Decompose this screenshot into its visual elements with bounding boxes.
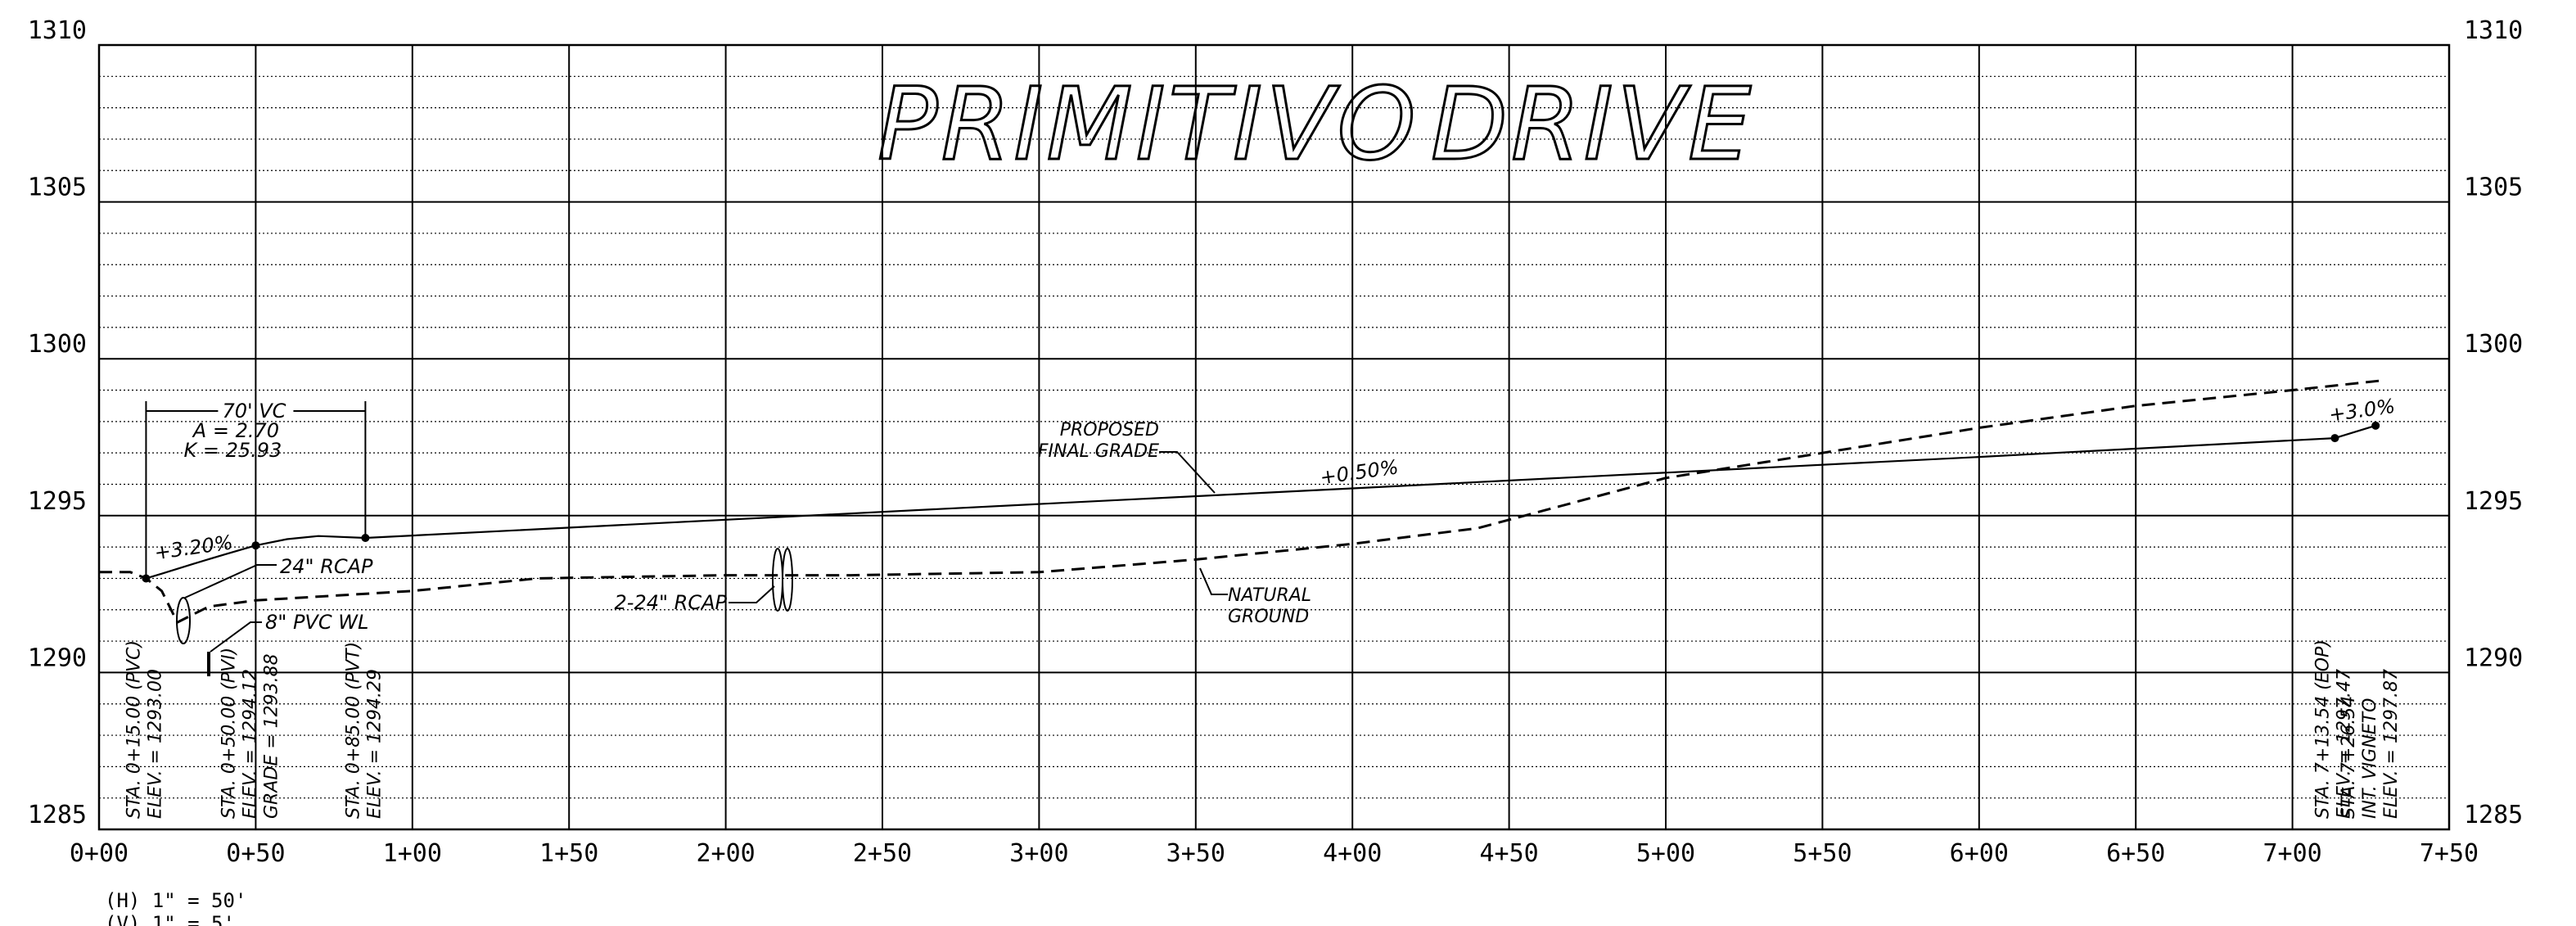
grade-label: +3.0% (2327, 395, 2396, 427)
x-tick-label: 0+00 (70, 839, 129, 868)
natural-ground-label: NATURAL (1228, 585, 1311, 606)
x-tick-label: 2+50 (853, 839, 912, 868)
y-tick-label: 1285 (28, 801, 87, 829)
proposed-grade-line (146, 424, 2376, 580)
natural-ground-line (99, 379, 2380, 624)
natural-ground-label: GROUND (1228, 607, 1309, 627)
station-note-line: STA. 0+50.00 (PVI) (219, 648, 239, 819)
y-tick-label: 1310 (2464, 16, 2523, 45)
rcap-leader (184, 564, 277, 599)
station-note-line: ELEV. = 1293.00 (145, 669, 165, 819)
y-tick-label: 1290 (2464, 644, 2523, 672)
station-point (251, 541, 260, 550)
y-tick-label: 1295 (2464, 487, 2523, 516)
station-note-line: ELEV. = 1297.47 (2334, 669, 2354, 819)
station-note-line: STA. 0+15.00 (PVC) (124, 640, 144, 819)
proposed-grade-label: PROPOSED (1060, 420, 1159, 440)
station-point (2330, 434, 2339, 443)
x-tick-label: 6+50 (2106, 839, 2165, 868)
station-note-line: STA. 7+13.54 (EOP) (2312, 639, 2333, 819)
station-note-line: INT. VIGNETO (2360, 698, 2380, 819)
grade-label: +0.50% (1319, 455, 1400, 489)
rcap-label: 24" RCAP (280, 555, 373, 578)
y-axis-left: 1285 1290 1295 1300 1305 1310 (28, 16, 87, 829)
station-note-line: ELEV. = 1294.12 (240, 669, 260, 819)
x-tick-label: 5+50 (1793, 839, 1852, 868)
y-tick-label: 1300 (28, 330, 87, 359)
vc-k-label: K = 25.93 (184, 439, 282, 462)
double-rcap-leader (729, 585, 775, 603)
grade-label: +3.20% (153, 531, 234, 564)
y-tick-label: 1300 (2464, 330, 2523, 359)
x-tick-label: 2+00 (696, 839, 755, 868)
grid-border (97, 43, 2451, 831)
vc-a-label: A = 2.70 (192, 419, 279, 442)
y-tick-label: 1290 (28, 644, 87, 672)
y-tick-label: 1285 (2464, 801, 2523, 829)
double-rcap-pipe-icon (772, 548, 783, 612)
grid (97, 43, 2451, 831)
x-tick-label: 5+00 (1636, 839, 1695, 868)
x-tick-label: 1+00 (383, 839, 442, 868)
x-tick-label: 3+50 (1166, 839, 1225, 868)
drawing-title-street: DRIVE (1431, 66, 1754, 183)
station-note-line: ELEV. = 1297.87 (2381, 669, 2402, 819)
vertical-scale: (V) 1" = 5' (105, 912, 235, 926)
station-note-line: STA. 0+85.00 (PVT) (343, 642, 363, 819)
y-tick-label: 1310 (28, 16, 87, 45)
double-rcap-label: 2-24" RCAP (615, 591, 728, 614)
natural-ground-leader (1199, 567, 1228, 595)
drawing-title: PRIMITIVO (877, 66, 1419, 183)
x-tick-label: 4+00 (1323, 839, 1382, 868)
y-tick-label: 1305 (2464, 174, 2523, 202)
proposed-grade-label: FINAL GRADE (1038, 441, 1159, 462)
x-tick-label: 4+50 (1479, 839, 1538, 868)
x-tick-label: 1+50 (539, 839, 598, 868)
annotations: 70' VCA = 2.70K = 25.93 +3.20% +0.50% +3.0%… (142, 395, 2397, 676)
pvc-wl-leader (210, 621, 262, 653)
x-tick-label: 3+00 (1009, 839, 1068, 868)
x-tick-label: 0+50 (226, 839, 285, 868)
x-tick-label: 7+00 (2262, 839, 2321, 868)
pvc-wl-icon (207, 652, 210, 676)
x-tick-label: 7+50 (2420, 839, 2479, 868)
station-note-line: STA. 7+26.54 (2339, 696, 2359, 819)
rcap-pipe-icon (176, 597, 191, 644)
station-point (2371, 421, 2380, 430)
y-tick-label: 1295 (28, 487, 87, 516)
station-note-line: GRADE = 1293.88 (261, 653, 282, 819)
pvc-wl-label: 8" PVC WL (265, 611, 368, 634)
x-tick-label: 6+00 (1950, 839, 2009, 868)
x-axis: 0+00 0+50 1+00 1+50 2+00 2+50 3+00 3+50 4+00 4+50… (70, 839, 2479, 868)
y-axis-right: 1285 1290 1295 1300 1305 1310 (2464, 16, 2523, 829)
station-point (361, 534, 370, 543)
vc-length-label: 70' VC (222, 400, 286, 422)
station-note-line: ELEV. = 1294.29 (364, 669, 385, 819)
double-rcap-pipe-icon (782, 548, 793, 612)
proposed-grade-leader (1159, 451, 1216, 494)
y-tick-label: 1305 (28, 174, 87, 202)
station-point (142, 574, 151, 583)
horizontal-scale: (H) 1" = 50' (105, 889, 246, 912)
station-notes: STA. 0+15.00 (PVC) ELEV. = 1293.00 STA. 0+… (124, 639, 2402, 819)
